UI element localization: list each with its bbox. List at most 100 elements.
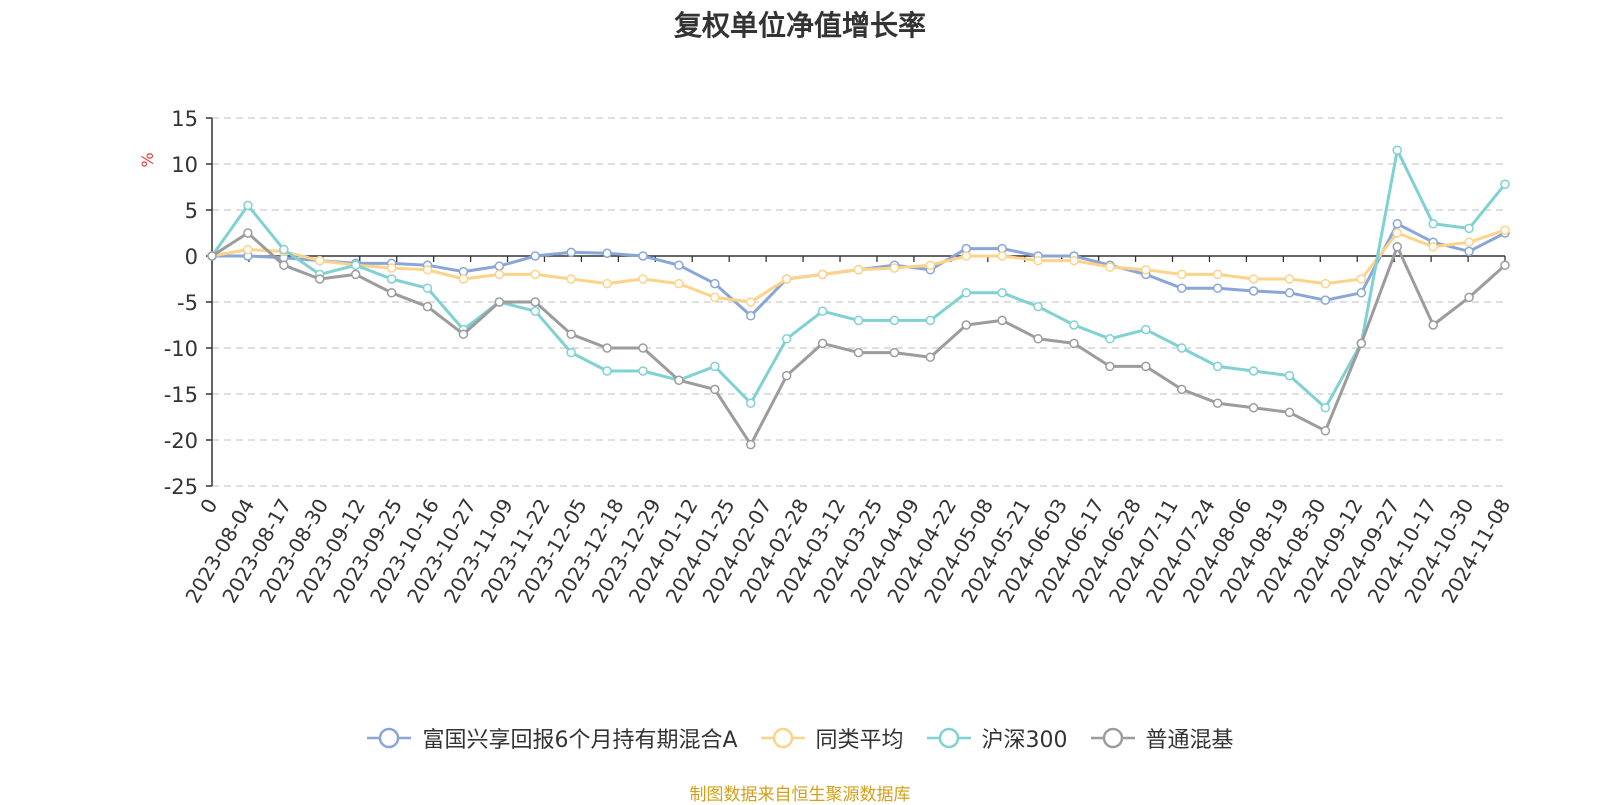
data-point — [422, 265, 433, 275]
data-point — [1392, 219, 1402, 229]
legend-marker-icon — [926, 727, 971, 749]
data-point — [1464, 237, 1474, 247]
data-point — [1356, 338, 1367, 349]
data-point — [638, 251, 648, 261]
data-point — [889, 315, 900, 326]
data-point — [315, 274, 325, 284]
legend-marker-icon — [367, 727, 412, 749]
data-point — [1141, 265, 1151, 275]
data-point — [1248, 274, 1259, 284]
legend-item[interactable]: 沪深300 — [926, 722, 1068, 754]
data-point — [1428, 242, 1438, 252]
data-point — [1284, 370, 1295, 381]
y-axis: 15 10 5 0 -5 -10 -15 -20 -25 — [164, 107, 213, 499]
data-point — [817, 306, 828, 316]
legend-item[interactable]: 普通混基 — [1090, 722, 1234, 754]
data-point — [1069, 320, 1079, 330]
data-point — [1320, 403, 1331, 413]
series-2 — [207, 225, 1510, 307]
data-point — [530, 269, 540, 280]
data-point — [889, 347, 900, 358]
data-point — [530, 306, 540, 316]
data-point — [638, 274, 648, 284]
data-point — [710, 384, 720, 395]
data-point — [1248, 403, 1259, 413]
data-point — [386, 263, 397, 273]
grid-lines — [212, 117, 1505, 487]
data-point — [1177, 283, 1187, 293]
data-point — [243, 200, 253, 211]
series-3 — [207, 145, 1510, 413]
data-point — [746, 439, 756, 450]
source-note: 制图数据来自恒生聚源数据库 — [689, 785, 911, 805]
y-tick-label: 15 — [171, 107, 198, 131]
data-point — [1033, 255, 1043, 266]
data-point — [710, 278, 720, 289]
data-point — [566, 247, 576, 258]
data-point — [781, 334, 792, 344]
data-point — [602, 343, 612, 353]
data-point — [638, 366, 648, 376]
data-point — [1105, 334, 1115, 344]
data-point — [315, 255, 325, 266]
data-point — [853, 265, 864, 275]
data-point — [1500, 260, 1510, 270]
x-axis: 02023-08-042023-08-172023-08-302023-09-1… — [180, 255, 1515, 607]
data-point — [746, 311, 756, 321]
data-point — [1177, 384, 1187, 395]
y-tick-label: 0 — [185, 245, 198, 269]
data-point — [710, 361, 720, 372]
data-point — [1392, 145, 1402, 155]
series-line — [210, 148, 1507, 410]
data-point — [1212, 361, 1223, 372]
data-point — [1500, 225, 1510, 235]
y-tick-label: -25 — [164, 475, 198, 499]
data-point — [350, 269, 361, 280]
data-point — [1284, 407, 1295, 418]
y-tick-label: -15 — [164, 383, 198, 407]
data-point — [710, 292, 720, 303]
legend-item[interactable]: 富国兴享回报6个月持有期混合A — [366, 722, 738, 754]
legend-marker-icon — [760, 727, 805, 749]
data-point — [1069, 338, 1079, 349]
data-point — [817, 269, 828, 280]
data-point — [746, 398, 756, 408]
data-point — [853, 347, 864, 358]
data-point — [1212, 398, 1223, 408]
data-point — [1392, 242, 1402, 252]
y-tick-label: 5 — [185, 199, 198, 223]
data-point — [602, 278, 612, 289]
y-tick-label: 10 — [171, 153, 198, 177]
data-point — [422, 283, 433, 293]
data-point — [458, 329, 469, 339]
legend-item[interactable]: 同类平均 — [760, 722, 904, 754]
data-point — [1428, 219, 1438, 229]
data-point — [207, 251, 217, 261]
data-point — [350, 260, 361, 270]
legend-label: 同类平均 — [815, 728, 904, 753]
data-point — [1212, 283, 1223, 293]
data-point — [458, 274, 469, 284]
data-point — [602, 248, 612, 258]
series-layer — [207, 145, 1510, 450]
data-point — [1105, 361, 1115, 372]
data-point — [566, 274, 576, 284]
data-point — [961, 288, 971, 298]
data-point — [530, 297, 540, 307]
data-point — [1141, 361, 1151, 372]
data-point — [1248, 286, 1259, 296]
legend: 富国兴享回报6个月持有期混合A 同类平均 沪深300 普通混基 — [0, 722, 1600, 754]
data-point — [1141, 324, 1151, 335]
y-tick-label: -10 — [164, 337, 198, 361]
data-point — [1177, 269, 1187, 280]
data-point — [530, 251, 540, 261]
data-point — [566, 329, 576, 339]
data-point — [1284, 288, 1295, 298]
data-point — [1356, 288, 1367, 298]
data-point — [1212, 269, 1223, 280]
data-point — [925, 260, 936, 270]
data-point — [422, 301, 433, 312]
data-point — [961, 251, 971, 261]
legend-label: 富国兴享回报6个月持有期混合A — [422, 728, 738, 753]
